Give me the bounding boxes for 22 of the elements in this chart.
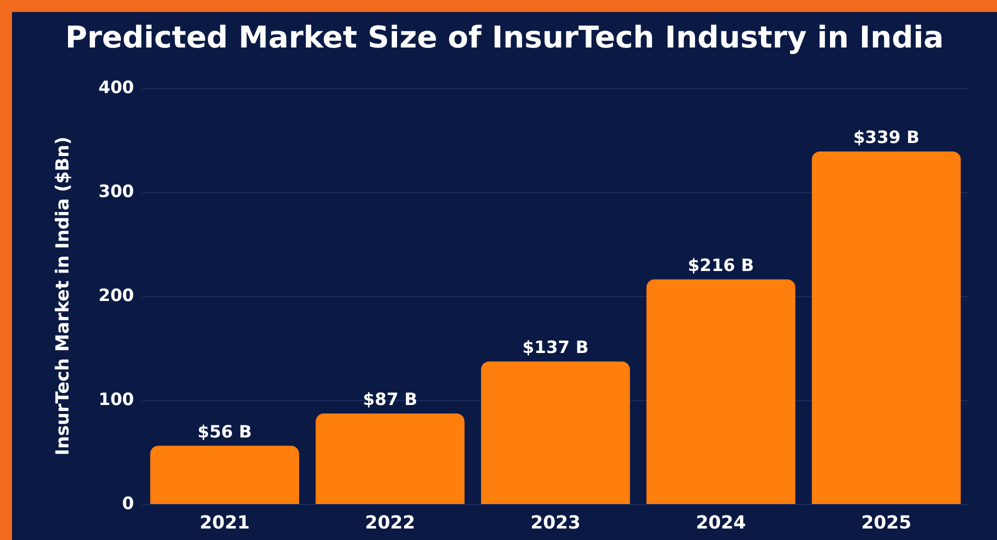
data-label: $137 B bbox=[522, 338, 589, 358]
y-tick-label: 400 bbox=[98, 78, 134, 98]
data-label: $216 B bbox=[688, 256, 754, 276]
x-tick-label: 2025 bbox=[861, 512, 912, 534]
x-tick-label: 2023 bbox=[530, 512, 581, 534]
bar bbox=[646, 279, 796, 504]
chart-title: Predicted Market Size of InsurTech Industry in India bbox=[65, 20, 944, 56]
x-tick-label: 2022 bbox=[365, 512, 416, 534]
bar bbox=[812, 151, 961, 504]
bar bbox=[150, 446, 300, 504]
bar bbox=[481, 362, 630, 504]
data-label: $87 B bbox=[362, 390, 418, 410]
y-tick-label: 100 bbox=[98, 390, 134, 410]
y-tick-label: 300 bbox=[98, 182, 134, 202]
x-tick-label: 2024 bbox=[696, 512, 746, 534]
data-label: $56 B bbox=[198, 422, 252, 442]
y-tick-label: 200 bbox=[98, 286, 134, 306]
bar bbox=[316, 414, 465, 504]
x-tick-label: 2021 bbox=[200, 512, 250, 534]
data-label: $339 B bbox=[853, 128, 920, 148]
y-tick-label: 0 bbox=[122, 494, 134, 514]
y-axis-title: InsurTech Market in India ($Bn) bbox=[52, 136, 74, 456]
